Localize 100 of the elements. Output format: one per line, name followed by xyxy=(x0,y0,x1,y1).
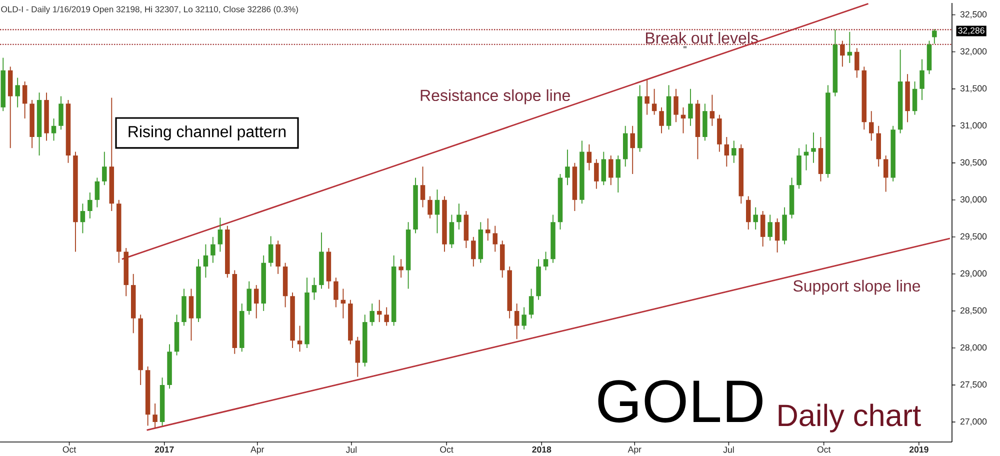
candlestick xyxy=(58,96,64,130)
candlestick xyxy=(492,225,498,252)
candlestick xyxy=(398,258,404,278)
chart-title: OLD-I - Daily 1/16/2019 Open 32198, Hi 32307, Lo 32110, Close 32286 (0.3%) xyxy=(1,6,298,14)
y-tick-label: 31,000 xyxy=(960,122,987,130)
annotation: Daily chart xyxy=(778,404,921,432)
candlestick xyxy=(312,277,317,300)
candlestick xyxy=(753,206,758,230)
candlestick xyxy=(854,48,860,78)
y-tick-label: 27,000 xyxy=(960,418,987,426)
annotation: Rising channel pattern xyxy=(128,126,286,140)
candlestick xyxy=(268,236,274,268)
candlestick xyxy=(384,306,389,326)
candlestick xyxy=(659,106,664,134)
candlestick xyxy=(565,149,570,186)
candlestick xyxy=(594,158,599,190)
y-tick-label: 28,000 xyxy=(960,344,987,352)
candlestick xyxy=(471,236,476,268)
y-tick-label: 29,000 xyxy=(960,270,987,278)
annotation: " xyxy=(684,46,686,48)
candlestick xyxy=(456,203,462,230)
y-tick-label: 27,500 xyxy=(960,381,987,389)
candlestick xyxy=(15,77,20,108)
candlestick xyxy=(630,125,635,174)
candlestick xyxy=(188,288,194,342)
candlestick xyxy=(420,166,426,208)
candlestick xyxy=(768,214,772,242)
series-label: Resistance slope line xyxy=(420,89,570,104)
candlestick xyxy=(840,40,845,68)
candlestick xyxy=(732,140,736,164)
candlestick xyxy=(543,251,548,271)
ref-line-label: Break out levels xyxy=(646,32,758,44)
y-tick-label: 28,500 xyxy=(960,307,987,315)
x-tick-label: Oct xyxy=(440,446,454,453)
candlestick xyxy=(297,325,302,352)
x-tick-label: Oct xyxy=(817,446,831,453)
candlestick xyxy=(680,106,686,134)
candlestick xyxy=(608,155,614,186)
candlestick xyxy=(652,88,657,116)
candlestick xyxy=(88,192,92,219)
x-tick-label: Apr xyxy=(250,446,264,454)
candlestick xyxy=(514,303,520,340)
candlestick xyxy=(340,288,346,319)
candlestick xyxy=(760,210,766,248)
candlestick xyxy=(746,196,751,230)
candlestick xyxy=(616,155,621,193)
candlestick xyxy=(210,236,216,264)
candlestick xyxy=(688,88,693,126)
y-tick-label: 32,500 xyxy=(960,11,987,18)
text: 32,286 xyxy=(958,27,984,35)
candlestick xyxy=(804,144,809,171)
y-tick-label: 31,500 xyxy=(960,85,987,93)
candlestick xyxy=(586,144,592,171)
candlestick xyxy=(376,299,382,323)
candlestick xyxy=(80,203,86,234)
candlestick xyxy=(94,177,100,208)
x-tick-label: 2017 xyxy=(154,446,174,453)
candlestick xyxy=(102,151,107,186)
candlestick xyxy=(355,336,360,378)
y-tick-label: 30,000 xyxy=(960,196,987,204)
candlestick xyxy=(522,306,526,330)
candlestick xyxy=(724,136,730,168)
x-tick-label: Apr xyxy=(628,446,642,454)
annotation: GOLD xyxy=(598,380,762,423)
candlestick xyxy=(528,288,534,319)
candlestick xyxy=(868,110,874,142)
y-tick-label: 32,000 xyxy=(960,48,987,56)
candlestick xyxy=(449,214,454,248)
candlestick xyxy=(674,88,678,123)
candlestick xyxy=(370,303,374,326)
candlestick xyxy=(883,155,888,192)
x-tick-label: Jul xyxy=(723,446,734,453)
x-tick-label: Jul xyxy=(346,446,356,453)
candlestick xyxy=(246,280,252,316)
candlestick xyxy=(434,189,440,234)
candlestick xyxy=(932,28,937,44)
candlestick xyxy=(811,132,816,164)
candlestick xyxy=(774,218,780,253)
y-tick-label: 30,500 xyxy=(960,159,987,167)
candlestick xyxy=(644,80,650,116)
candlestick xyxy=(276,240,280,274)
candlestick xyxy=(847,31,852,64)
candlestick xyxy=(218,217,223,252)
candlestick xyxy=(601,151,606,186)
x-tick-label: Oct xyxy=(62,446,76,453)
y-tick-label: 29,500 xyxy=(960,233,987,241)
candlestick xyxy=(334,277,338,308)
candlestick xyxy=(920,58,924,100)
candlestick xyxy=(912,80,918,116)
candlestick xyxy=(203,244,208,278)
candlestick xyxy=(710,94,715,126)
x-tick-label: 2019 xyxy=(909,446,928,453)
candlestick xyxy=(51,118,56,142)
candlestick xyxy=(254,284,259,319)
x-tick-label: 2018 xyxy=(532,446,552,453)
candlestick xyxy=(152,403,158,428)
candlestick xyxy=(428,196,432,219)
series-label: Support slope line xyxy=(793,280,920,295)
candlestick xyxy=(486,218,490,242)
candlestick xyxy=(22,80,28,119)
